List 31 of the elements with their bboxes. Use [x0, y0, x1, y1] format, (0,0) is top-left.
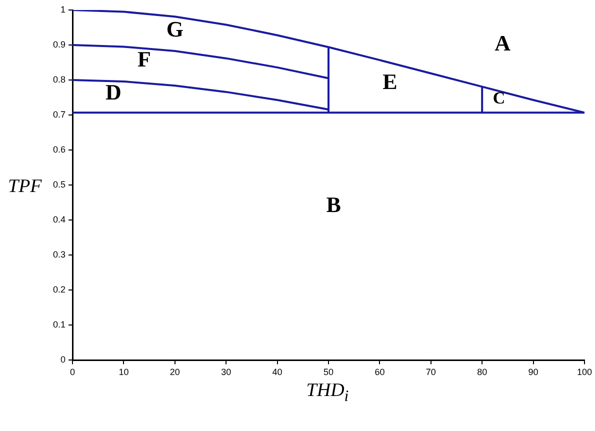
y-tick-label: 0.5 [52, 180, 66, 190]
annotation: F [137, 46, 151, 72]
y-tick-label: 0.9 [52, 40, 66, 50]
y-tick-label: 0.3 [52, 250, 66, 260]
x-tick-label: 70 [426, 367, 436, 378]
x-tick-label: 0 [70, 367, 76, 378]
annotation: B [326, 192, 342, 217]
y-tick-label: 0.6 [52, 144, 66, 155]
x-tick-label: 30 [221, 367, 232, 378]
x-tick-label: 40 [272, 367, 282, 378]
y-axis-title: TPF [8, 176, 42, 198]
y-tick-label: 0.2 [52, 284, 66, 295]
x-tick-label: 100 [576, 367, 592, 378]
x-tick-label: 10 [118, 367, 129, 378]
x-tick-label: 60 [374, 367, 385, 378]
y-tick-label: 1 [60, 4, 66, 14]
annotation: C [492, 88, 506, 108]
x-tick-label: 90 [528, 367, 538, 378]
x-tick-label: 50 [323, 367, 334, 378]
annotation: A [494, 30, 511, 56]
x-tick-label: 20 [170, 367, 180, 378]
y-tick-label: 0.7 [52, 110, 66, 120]
y-tick-label: 0.1 [52, 320, 66, 330]
y-tick-label: 0 [60, 354, 66, 365]
annotation: D [106, 80, 122, 105]
y-tick-label: 0.8 [52, 74, 66, 85]
annotation: E [382, 69, 398, 94]
x-axis-title: THD$_{i}$ [305, 380, 350, 406]
annotation: G [166, 16, 184, 42]
x-tick-label: 80 [477, 367, 488, 378]
y-tick-label: 0.4 [52, 214, 66, 225]
